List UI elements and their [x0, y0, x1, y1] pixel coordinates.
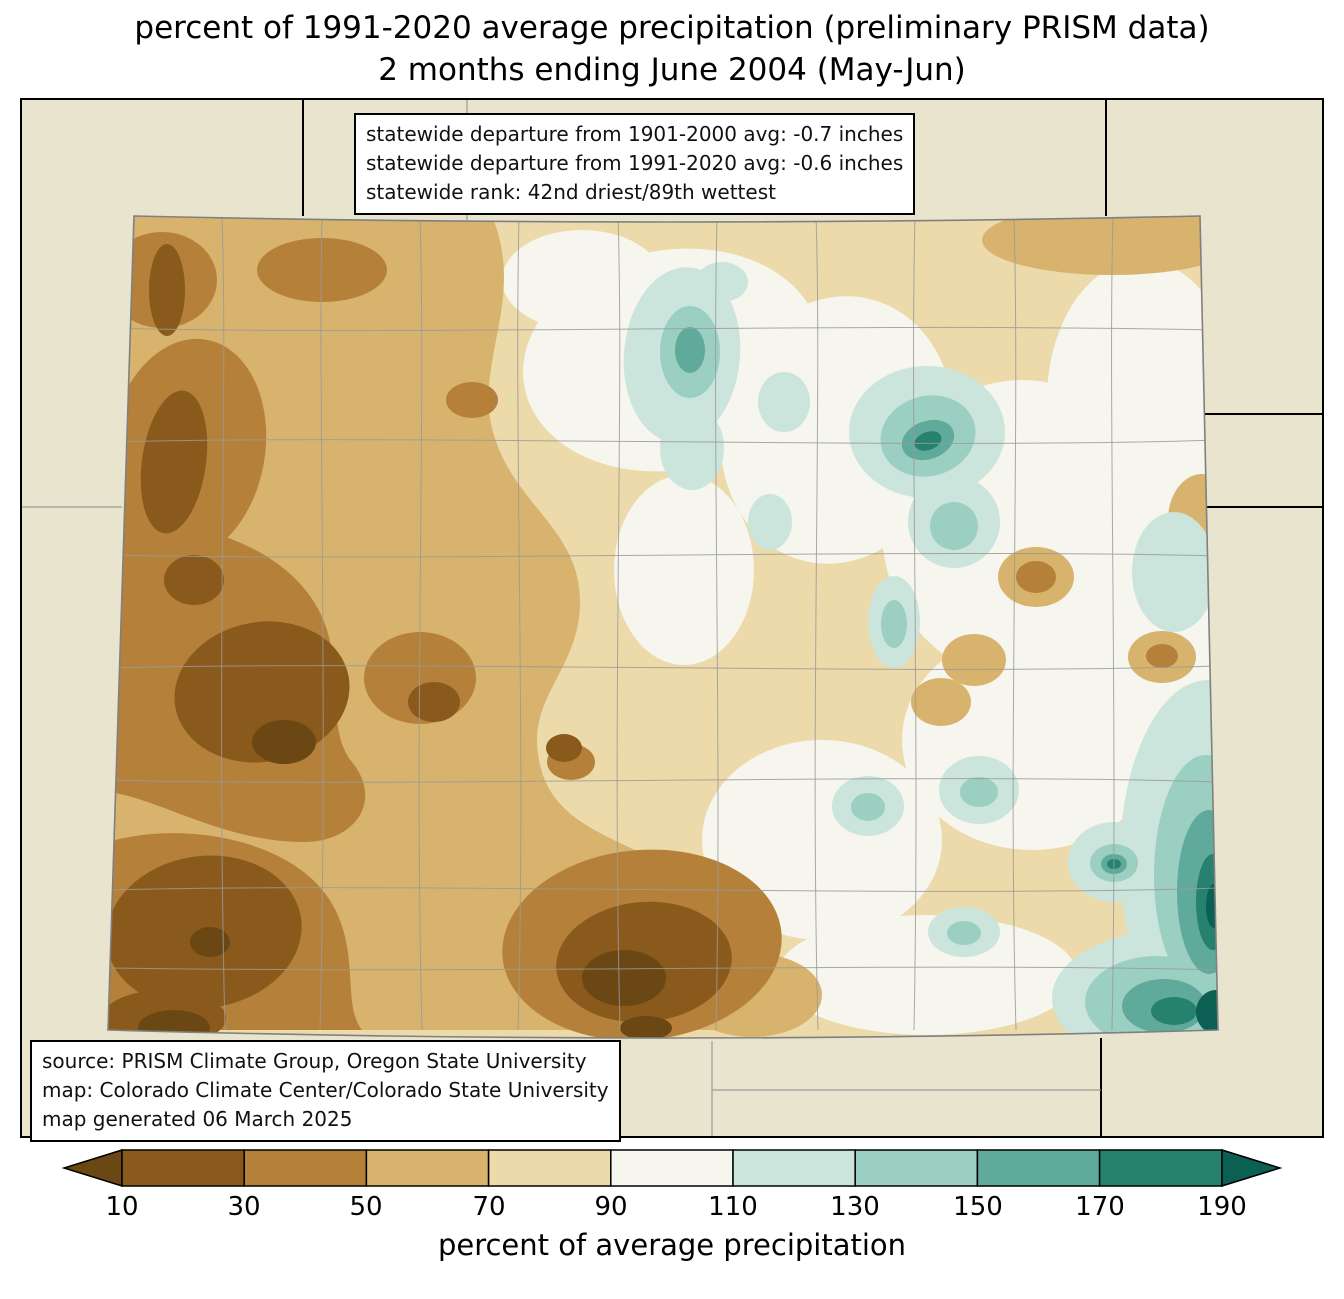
- colorbar-ticks: 10 30 50 70 90 110 130 150 170 190: [0, 1192, 1344, 1224]
- source-attribution-box: source: PRISM Climate Group, Oregon Stat…: [30, 1040, 621, 1142]
- colorbar-axis-label: percent of average precipitation: [437, 1228, 907, 1262]
- map-canvas: [22, 100, 1322, 1136]
- colorbar-tick: 170: [1075, 1192, 1125, 1222]
- colorbar-tick: 10: [105, 1192, 139, 1222]
- colorbar-segment: [365, 1149, 490, 1187]
- colorbar-segment: [487, 1149, 612, 1187]
- colorbar-tick: 70: [472, 1192, 506, 1222]
- source-line-2: map: Colorado Climate Center/Colorado St…: [42, 1078, 609, 1102]
- colorbar-arrow-under: [61, 1148, 123, 1188]
- stats-line-1: statewide departure from 1901-2000 avg: …: [366, 122, 904, 146]
- colorbar-segment: [976, 1149, 1101, 1187]
- colorbar-segment: [121, 1149, 245, 1187]
- colorbar-segment: [1098, 1149, 1223, 1187]
- source-line-3: map generated 06 March 2025: [42, 1107, 353, 1131]
- colorbar-arrow-over: [1221, 1148, 1283, 1188]
- colorbar-tick: 190: [1197, 1192, 1247, 1222]
- stats-line-2: statewide departure from 1991-2020 avg: …: [366, 151, 904, 175]
- colorbar-tick: 50: [349, 1192, 383, 1222]
- colorbar-tick: 110: [708, 1192, 758, 1222]
- colorbar-segment: [732, 1149, 856, 1187]
- precipitation-contours: [108, 216, 1218, 1038]
- colorbar-tick: 130: [830, 1192, 880, 1222]
- colorbar-tick: 150: [953, 1192, 1003, 1222]
- page-title-line1: percent of 1991-2020 average precipitati…: [134, 10, 1210, 46]
- page-title-line2: 2 months ending June 2004 (May-Jun): [378, 52, 966, 88]
- county-boundaries: [108, 216, 1218, 1031]
- colorbar-tick: 90: [594, 1192, 628, 1222]
- colorbar-segment: [610, 1149, 734, 1187]
- colorbar-segment: [854, 1149, 979, 1187]
- colorbar-tick: 30: [227, 1192, 261, 1222]
- stats-line-3: statewide rank: 42nd driest/89th wettest: [366, 180, 776, 204]
- colorbar-segment: [243, 1149, 368, 1187]
- colorbar: [61, 1148, 1283, 1188]
- colorado-border: [107, 215, 1219, 1039]
- statewide-stats-box: statewide departure from 1901-2000 avg: …: [354, 113, 916, 215]
- map-panel: statewide departure from 1901-2000 avg: …: [20, 98, 1324, 1142]
- source-line-1: source: PRISM Climate Group, Oregon Stat…: [42, 1049, 587, 1073]
